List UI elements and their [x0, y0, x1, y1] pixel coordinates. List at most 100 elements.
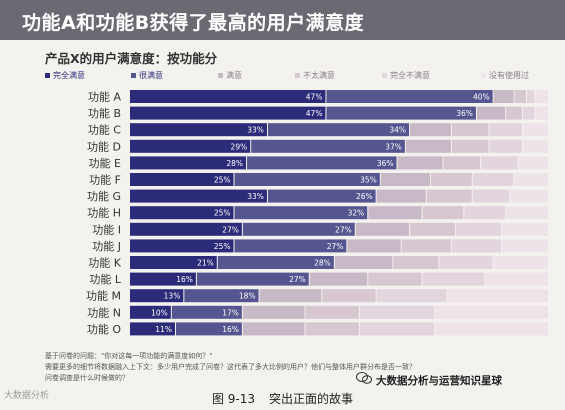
bar-segment [130, 222, 242, 236]
legend-swatch [218, 73, 223, 78]
category-label: 功能 G [87, 189, 121, 203]
footnote-question: 基于问卷的问题："你对这每一项功能的满意度如何？" [45, 352, 213, 360]
bar-segment [506, 206, 548, 220]
bar-segment [130, 173, 234, 186]
bar-segment [359, 305, 435, 319]
bar-segment [476, 106, 506, 120]
bar-segment [376, 189, 426, 203]
data-label: 27% [335, 225, 352, 234]
bar-segment [502, 222, 548, 236]
chart-title: 产品X的用户满意度：按功能分 [45, 51, 218, 66]
bar-segment [502, 239, 548, 253]
category-label: 功能 F [89, 173, 121, 187]
bar-segment [259, 289, 322, 303]
data-label: 27% [222, 225, 239, 234]
data-label: 25% [214, 242, 231, 251]
bar-segment [518, 156, 548, 170]
bar-segment [130, 322, 175, 336]
bar-segment [234, 173, 380, 186]
bar-segment [472, 173, 514, 186]
bar-segment [217, 256, 334, 269]
bar-segment [247, 156, 397, 170]
bar-segment [451, 139, 489, 153]
bar-segment [410, 123, 451, 137]
data-label: 16% [222, 325, 239, 334]
data-label: 17% [222, 308, 239, 317]
data-label: 33% [247, 192, 264, 201]
bar-segment [493, 90, 514, 103]
bar-segment [130, 289, 184, 303]
bar-segment [435, 305, 548, 319]
category-label: 功能 J [92, 239, 121, 253]
data-label: 47% [306, 93, 323, 102]
bar-segment [347, 239, 401, 253]
bar-segment [435, 322, 548, 336]
category-label: 功能 I [92, 222, 121, 236]
legend-item-3: 满意 [218, 70, 242, 81]
footnote-context: 需要更多的细节将数据融入上下文：多少用户完成了问卷？这代表了多大比例的用户？他们… [45, 363, 416, 371]
wechat-icon [356, 372, 372, 384]
bar-segment [393, 256, 439, 269]
legend-swatch [481, 73, 486, 78]
data-label: 34% [389, 126, 406, 135]
data-label: 28% [314, 259, 331, 268]
bar-segment [368, 272, 422, 286]
data-label: 37% [385, 142, 402, 151]
bar-segment [422, 272, 485, 286]
data-label: 40% [473, 93, 490, 102]
bar-segment [522, 139, 548, 153]
legend-label: 没有使用过 [489, 71, 529, 80]
category-label: 功能 C [88, 123, 121, 137]
bar-segment [397, 156, 443, 170]
data-label: 18% [239, 292, 256, 301]
bar-segment [359, 322, 435, 336]
category-label: 功能 O [87, 322, 121, 336]
legend-label: 完全不满意 [390, 71, 430, 80]
data-label: 11% [155, 325, 172, 334]
legend-item-2: 很满意 [131, 70, 163, 81]
footnote-timing: 问卷调查是什么时候做的？ [45, 374, 129, 382]
bar-segment [447, 289, 548, 303]
data-label: 28% [226, 159, 243, 168]
bar-segment [481, 156, 518, 170]
watermark-left: 大数据分析 [4, 388, 49, 401]
bar-segment [242, 322, 305, 336]
data-label: 25% [214, 176, 231, 185]
bar-segment [527, 90, 535, 103]
legend-item-4: 不太满意 [295, 70, 335, 81]
bar-segment [326, 90, 493, 103]
data-label: 21% [197, 259, 214, 268]
bar-segment [175, 322, 242, 336]
legend-swatch [131, 73, 136, 78]
category-label: 功能 B [88, 106, 121, 120]
legend-label: 完全满意 [53, 71, 85, 80]
bar-segment [430, 173, 472, 186]
bar-segment [130, 189, 267, 203]
watermark-left-text: 大数据分析 [4, 391, 50, 401]
category-label: 功能 N [87, 305, 121, 319]
page-title: 功能A和功能B获得了最高的用户满意度 [22, 12, 365, 34]
bar-segment [334, 256, 393, 269]
legend-item-5: 完全不满意 [382, 70, 430, 81]
bar-segment [130, 272, 196, 286]
bar-segment [326, 106, 476, 120]
bar-segment [196, 272, 309, 286]
bar-segment [242, 305, 305, 319]
data-label: 16% [176, 275, 193, 284]
bar-segment [489, 139, 522, 153]
data-label: 27% [289, 275, 306, 284]
bar-segment [514, 173, 548, 186]
bar-segment [426, 189, 472, 203]
legend-label: 满意 [226, 71, 242, 80]
bar-segment [422, 206, 464, 220]
bar-segment [130, 239, 234, 253]
bar-segment [493, 256, 548, 269]
legend-item-1: 完全满意 [45, 70, 85, 81]
data-label: 47% [306, 109, 323, 118]
bar-segment [522, 123, 548, 137]
bar-segment [376, 289, 447, 303]
bar-segment [510, 189, 548, 203]
bar-segment [522, 106, 535, 120]
chart-legend: 完全满意 很满意 满意 不太满意 完全不满意 没有使用过 [45, 70, 550, 82]
bar-segment [242, 222, 355, 236]
